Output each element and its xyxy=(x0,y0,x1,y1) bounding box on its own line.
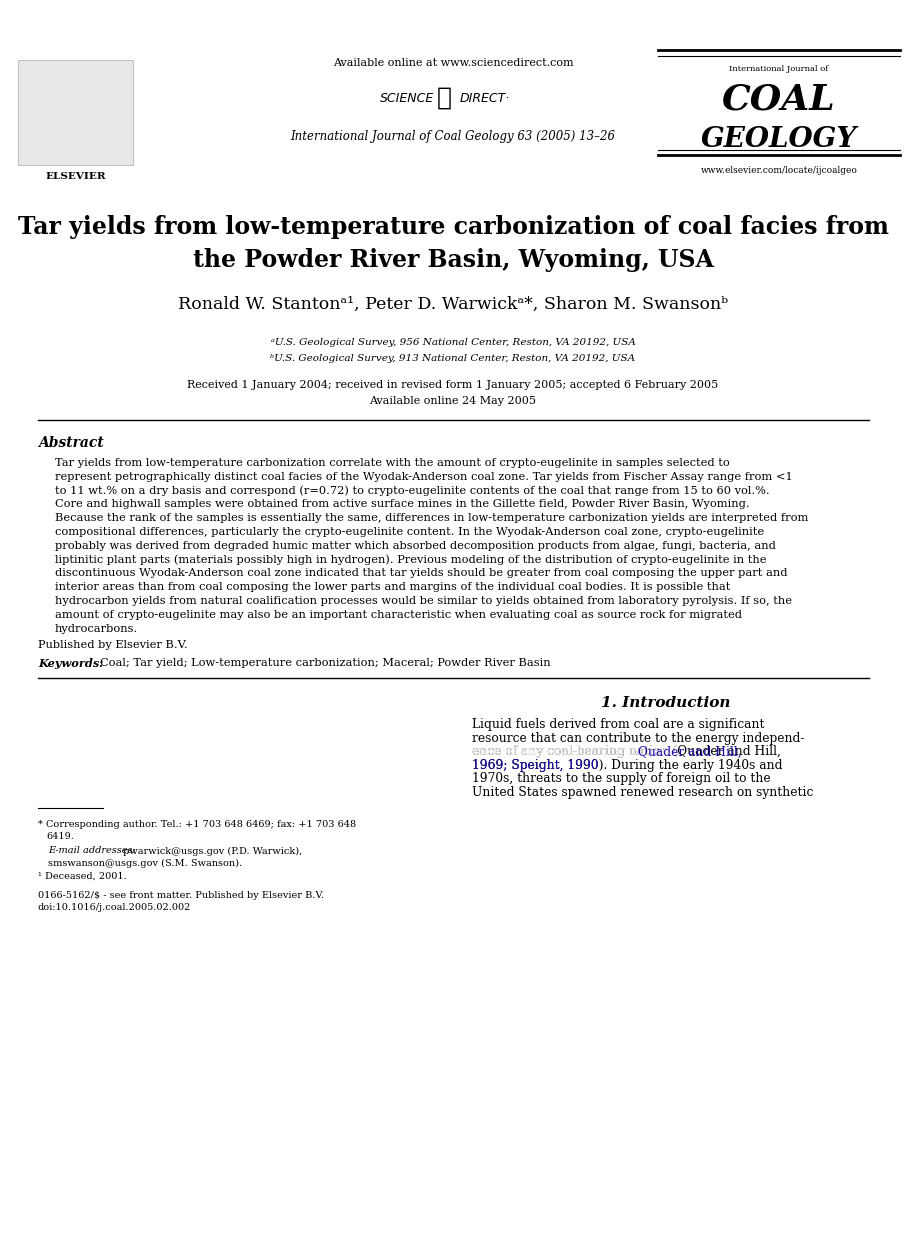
Text: Liquid fuels derived from coal are a significant: Liquid fuels derived from coal are a sig… xyxy=(472,718,765,732)
Text: GEOLOGY: GEOLOGY xyxy=(701,126,857,154)
Text: 0166-5162/$ - see front matter. Published by Elsevier B.V.: 0166-5162/$ - see front matter. Publishe… xyxy=(38,891,324,900)
Text: COAL: COAL xyxy=(722,82,836,116)
Text: represent petrographically distinct coal facies of the Wyodak-Anderson coal zone: represent petrographically distinct coal… xyxy=(55,472,793,482)
Text: hydrocarbons.: hydrocarbons. xyxy=(55,624,138,634)
Text: ᵃU.S. Geological Survey, 956 National Center, Reston, VA 20192, USA: ᵃU.S. Geological Survey, 956 National Ce… xyxy=(270,338,636,347)
Text: Abstract: Abstract xyxy=(38,436,103,449)
Text: 6419.: 6419. xyxy=(46,832,73,842)
Bar xyxy=(18,59,133,165)
Text: Quader and Hill,: Quader and Hill, xyxy=(638,745,742,759)
Text: compositional differences, particularly the crypto-eugelinite content. In the Wy: compositional differences, particularly … xyxy=(55,527,764,537)
Text: ¹ Deceased, 2001.: ¹ Deceased, 2001. xyxy=(38,872,127,880)
Text: hydrocarbon yields from natural coalification processes would be similar to yiel: hydrocarbon yields from natural coalific… xyxy=(55,595,792,605)
Text: the Powder River Basin, Wyoming, USA: the Powder River Basin, Wyoming, USA xyxy=(192,248,714,272)
Text: smswanson@usgs.gov (S.M. Swanson).: smswanson@usgs.gov (S.M. Swanson). xyxy=(48,858,242,868)
Text: Ronald W. Stantonᵃ¹, Peter D. Warwickᵃ*, Sharon M. Swansonᵇ: Ronald W. Stantonᵃ¹, Peter D. Warwickᵃ*,… xyxy=(178,296,728,313)
Text: interior areas than from coal composing the lower parts and margins of the indiv: interior areas than from coal composing … xyxy=(55,582,730,592)
Text: International Journal of Coal Geology 63 (2005) 13–26: International Journal of Coal Geology 63… xyxy=(290,130,616,144)
Text: Published by Elsevier B.V.: Published by Elsevier B.V. xyxy=(38,640,188,650)
Text: Tar yields from low-temperature carbonization of coal facies from: Tar yields from low-temperature carboniz… xyxy=(17,215,889,239)
Text: ᵇU.S. Geological Survey, 913 National Center, Reston, VA 20192, USA: ᵇU.S. Geological Survey, 913 National Ce… xyxy=(270,354,636,363)
Text: International Journal of: International Journal of xyxy=(729,66,829,73)
Text: 1969; Speight, 1990: 1969; Speight, 1990 xyxy=(472,759,599,773)
Text: pwarwick@usgs.gov (P.D. Warwick),: pwarwick@usgs.gov (P.D. Warwick), xyxy=(120,847,302,855)
Text: Core and highwall samples were obtained from active surface mines in the Gillett: Core and highwall samples were obtained … xyxy=(55,499,749,509)
Text: United States spawned renewed research on synthetic: United States spawned renewed research o… xyxy=(472,786,814,799)
Text: * Corresponding author. Tel.: +1 703 648 6469; fax: +1 703 648: * Corresponding author. Tel.: +1 703 648… xyxy=(38,821,356,829)
Text: Available online at www.sciencedirect.com: Available online at www.sciencedirect.co… xyxy=(333,58,573,68)
Text: Available online 24 May 2005: Available online 24 May 2005 xyxy=(369,396,537,406)
Text: ence of any coal-bearing nation (: ence of any coal-bearing nation ( xyxy=(472,745,678,759)
Text: DIRECT·: DIRECT· xyxy=(460,92,511,104)
Text: Keywords:: Keywords: xyxy=(38,659,103,670)
Text: probably was derived from degraded humic matter which absorbed decomposition pro: probably was derived from degraded humic… xyxy=(55,541,775,551)
Text: 1. Introduction: 1. Introduction xyxy=(600,697,730,711)
Text: Tar yields from low-temperature carbonization correlate with the amount of crypt: Tar yields from low-temperature carboniz… xyxy=(55,458,730,468)
Text: Coal; Tar yield; Low-temperature carbonization; Maceral; Powder River Basin: Coal; Tar yield; Low-temperature carboni… xyxy=(100,659,551,669)
Text: Received 1 January 2004; received in revised form 1 January 2005; accepted 6 Feb: Received 1 January 2004; received in rev… xyxy=(188,380,718,390)
Text: www.elsevier.com/locate/ijcoalgeo: www.elsevier.com/locate/ijcoalgeo xyxy=(700,166,857,175)
Text: 1970s, threats to the supply of foreign oil to the: 1970s, threats to the supply of foreign … xyxy=(472,773,771,785)
Text: amount of crypto-eugelinite may also be an important characteristic when evaluat: amount of crypto-eugelinite may also be … xyxy=(55,610,742,620)
Text: ence of any coal-bearing nation (Quader and Hill,: ence of any coal-bearing nation (Quader … xyxy=(472,745,781,759)
Text: ⓓ: ⓓ xyxy=(436,85,452,110)
Text: Because the rank of the samples is essentially the same, differences in low-temp: Because the rank of the samples is essen… xyxy=(55,514,808,524)
Text: E-mail addresses:: E-mail addresses: xyxy=(48,847,136,855)
Text: ELSEVIER: ELSEVIER xyxy=(45,172,106,181)
Text: 1969; Speight, 1990). During the early 1940s and: 1969; Speight, 1990). During the early 1… xyxy=(472,759,783,773)
Text: doi:10.1016/j.coal.2005.02.002: doi:10.1016/j.coal.2005.02.002 xyxy=(38,904,191,912)
Text: discontinuous Wyodak-Anderson coal zone indicated that tar yields should be grea: discontinuous Wyodak-Anderson coal zone … xyxy=(55,568,787,578)
Text: SCIENCE: SCIENCE xyxy=(380,92,434,104)
Text: liptinitic plant parts (materials possibly high in hydrogen). Previous modeling : liptinitic plant parts (materials possib… xyxy=(55,555,766,566)
Text: to 11 wt.% on a dry basis and correspond (r=0.72) to crypto-eugelinite contents : to 11 wt.% on a dry basis and correspond… xyxy=(55,485,770,496)
Text: resource that can contribute to the energy independ-: resource that can contribute to the ener… xyxy=(472,732,805,745)
